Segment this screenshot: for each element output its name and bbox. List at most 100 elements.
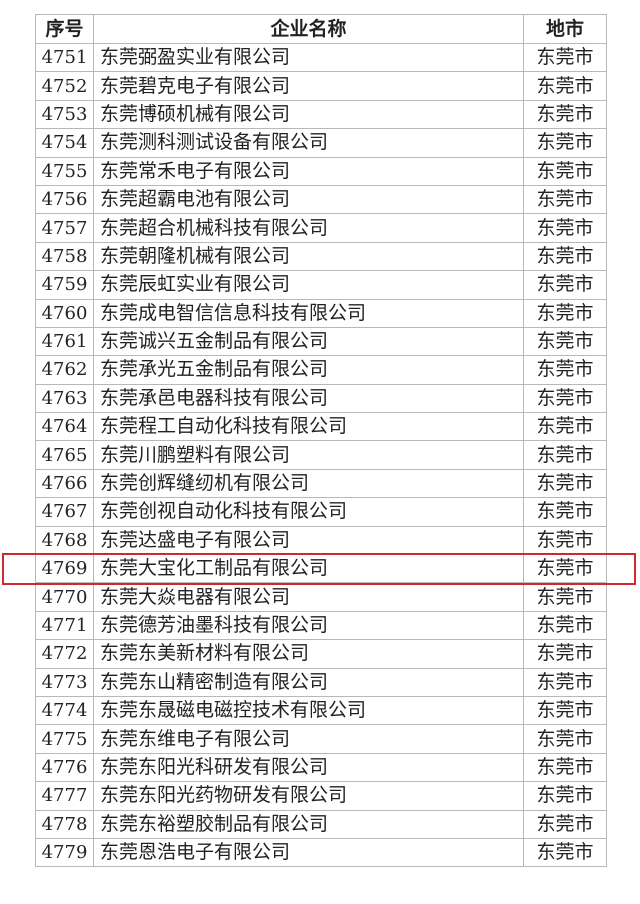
table-row: 4778 东莞东裕塑胶制品有限公司 东莞市 xyxy=(35,809,607,839)
header-city: 地市 xyxy=(523,14,607,44)
table-row: 4756 东莞超霸电池有限公司 东莞市 xyxy=(35,184,607,215)
row-index: 4777 xyxy=(35,781,94,811)
table-row: 4765 东莞川鹏塑料有限公司 东莞市 xyxy=(35,440,607,470)
company-name: 东莞创辉缝纫机有限公司 xyxy=(93,468,524,499)
city: 东莞市 xyxy=(523,156,607,186)
row-index: 4766 xyxy=(35,468,94,499)
row-index: 4762 xyxy=(35,355,94,385)
row-index: 4751 xyxy=(35,42,94,73)
city: 东莞市 xyxy=(523,355,607,385)
table-row: 4774 东莞东晟磁电磁控技术有限公司 东莞市 xyxy=(35,695,607,726)
row-index: 4765 xyxy=(35,440,94,470)
company-name: 东莞测科测试设备有限公司 xyxy=(93,128,524,158)
company-name: 东莞东山精密制造有限公司 xyxy=(93,667,524,697)
table-row: 4777 东莞东阳光药物研发有限公司 东莞市 xyxy=(35,781,607,811)
table-row: 4768 东莞达盛电子有限公司 东莞市 xyxy=(35,525,607,556)
city: 东莞市 xyxy=(523,383,607,414)
table-row: 4761 东莞诚兴五金制品有限公司 东莞市 xyxy=(35,326,607,357)
row-index: 4757 xyxy=(35,213,94,243)
row-index: 4755 xyxy=(35,156,94,186)
table-row: 4753 东莞博硕机械有限公司 东莞市 xyxy=(35,99,607,130)
city: 东莞市 xyxy=(523,809,607,839)
city: 东莞市 xyxy=(523,667,607,697)
row-index: 4764 xyxy=(35,412,94,442)
city: 东莞市 xyxy=(523,71,607,101)
table-row: 4764 东莞程工自动化科技有限公司 东莞市 xyxy=(35,412,607,442)
company-name: 东莞超霸电池有限公司 xyxy=(93,184,524,215)
company-name: 东莞朝隆机械有限公司 xyxy=(93,241,524,272)
company-name: 东莞东裕塑胶制品有限公司 xyxy=(93,809,524,839)
row-index: 4776 xyxy=(35,752,94,783)
table-row: 4763 东莞承邑电器科技有限公司 东莞市 xyxy=(35,383,607,414)
city: 东莞市 xyxy=(523,525,607,556)
company-name: 东莞程工自动化科技有限公司 xyxy=(93,412,524,442)
city: 东莞市 xyxy=(523,184,607,215)
company-name: 东莞德芳油墨科技有限公司 xyxy=(93,610,524,641)
row-index: 4761 xyxy=(35,326,94,357)
company-name: 东莞恩浩电子有限公司 xyxy=(93,837,524,868)
row-index: 4773 xyxy=(35,667,94,697)
table-row: 4766 东莞创辉缝纫机有限公司 东莞市 xyxy=(35,468,607,499)
city: 东莞市 xyxy=(523,781,607,811)
row-index: 4759 xyxy=(35,270,94,300)
row-index: 4760 xyxy=(35,298,94,328)
city: 东莞市 xyxy=(523,270,607,300)
company-name: 东莞东晟磁电磁控技术有限公司 xyxy=(93,695,524,726)
city: 东莞市 xyxy=(523,298,607,328)
table-body: 4751 东莞弼盈实业有限公司 东莞市 4752 东莞碧克电子有限公司 东莞市 4753 东莞… xyxy=(35,42,607,868)
row-index: 4763 xyxy=(35,383,94,414)
company-name: 东莞东阳光科研发有限公司 xyxy=(93,752,524,783)
header-index: 序号 xyxy=(35,14,94,44)
company-name: 东莞常禾电子有限公司 xyxy=(93,156,524,186)
header-row: 序号 企业名称 地市 xyxy=(35,14,607,44)
city: 东莞市 xyxy=(523,610,607,641)
city: 东莞市 xyxy=(523,837,607,868)
city: 东莞市 xyxy=(523,128,607,158)
table-row: 4762 东莞承光五金制品有限公司 东莞市 xyxy=(35,355,607,385)
table-row: 4757 东莞超合机械科技有限公司 东莞市 xyxy=(35,213,607,243)
city: 东莞市 xyxy=(523,497,607,527)
table-row: 4770 东莞大焱电器有限公司 东莞市 xyxy=(35,582,607,612)
row-index: 4779 xyxy=(35,837,94,868)
company-name: 东莞创视自动化科技有限公司 xyxy=(93,497,524,527)
table-row: 4751 东莞弼盈实业有限公司 东莞市 xyxy=(35,42,607,73)
city: 东莞市 xyxy=(523,695,607,726)
city: 东莞市 xyxy=(523,440,607,470)
row-index: 4756 xyxy=(35,184,94,215)
company-name: 东莞东维电子有限公司 xyxy=(93,724,524,754)
city: 东莞市 xyxy=(523,639,607,669)
company-name: 东莞承光五金制品有限公司 xyxy=(93,355,524,385)
company-name: 东莞达盛电子有限公司 xyxy=(93,525,524,556)
row-index: 4758 xyxy=(35,241,94,272)
company-name: 东莞碧克电子有限公司 xyxy=(93,71,524,101)
table-row: 4772 东莞东美新材料有限公司 东莞市 xyxy=(35,639,607,669)
table-row: 4776 东莞东阳光科研发有限公司 东莞市 xyxy=(35,752,607,783)
company-name: 东莞超合机械科技有限公司 xyxy=(93,213,524,243)
table-row: 4769 东莞大宝化工制品有限公司 东莞市 xyxy=(35,554,607,584)
table-row: 4752 东莞碧克电子有限公司 东莞市 xyxy=(35,71,607,101)
table-row: 4755 东莞常禾电子有限公司 东莞市 xyxy=(35,156,607,186)
company-name: 东莞博硕机械有限公司 xyxy=(93,99,524,130)
city: 东莞市 xyxy=(523,326,607,357)
city: 东莞市 xyxy=(523,724,607,754)
company-name: 东莞大宝化工制品有限公司 xyxy=(93,554,524,584)
company-name: 东莞弼盈实业有限公司 xyxy=(93,42,524,73)
table-row: 4754 东莞测科测试设备有限公司 东莞市 xyxy=(35,128,607,158)
table-row: 4760 东莞成电智信信息科技有限公司 东莞市 xyxy=(35,298,607,328)
row-index: 4770 xyxy=(35,582,94,612)
table-row: 4759 东莞辰虹实业有限公司 东莞市 xyxy=(35,270,607,300)
company-name: 东莞东美新材料有限公司 xyxy=(93,639,524,669)
row-index: 4752 xyxy=(35,71,94,101)
city: 东莞市 xyxy=(523,752,607,783)
table-row: 4767 东莞创视自动化科技有限公司 东莞市 xyxy=(35,497,607,527)
row-index: 4753 xyxy=(35,99,94,130)
row-index: 4772 xyxy=(35,639,94,669)
city: 东莞市 xyxy=(523,554,607,584)
city: 东莞市 xyxy=(523,241,607,272)
city: 东莞市 xyxy=(523,412,607,442)
city: 东莞市 xyxy=(523,213,607,243)
company-name: 东莞川鹏塑料有限公司 xyxy=(93,440,524,470)
row-index: 4774 xyxy=(35,695,94,726)
table-row: 4775 东莞东维电子有限公司 东莞市 xyxy=(35,724,607,754)
company-name: 东莞辰虹实业有限公司 xyxy=(93,270,524,300)
